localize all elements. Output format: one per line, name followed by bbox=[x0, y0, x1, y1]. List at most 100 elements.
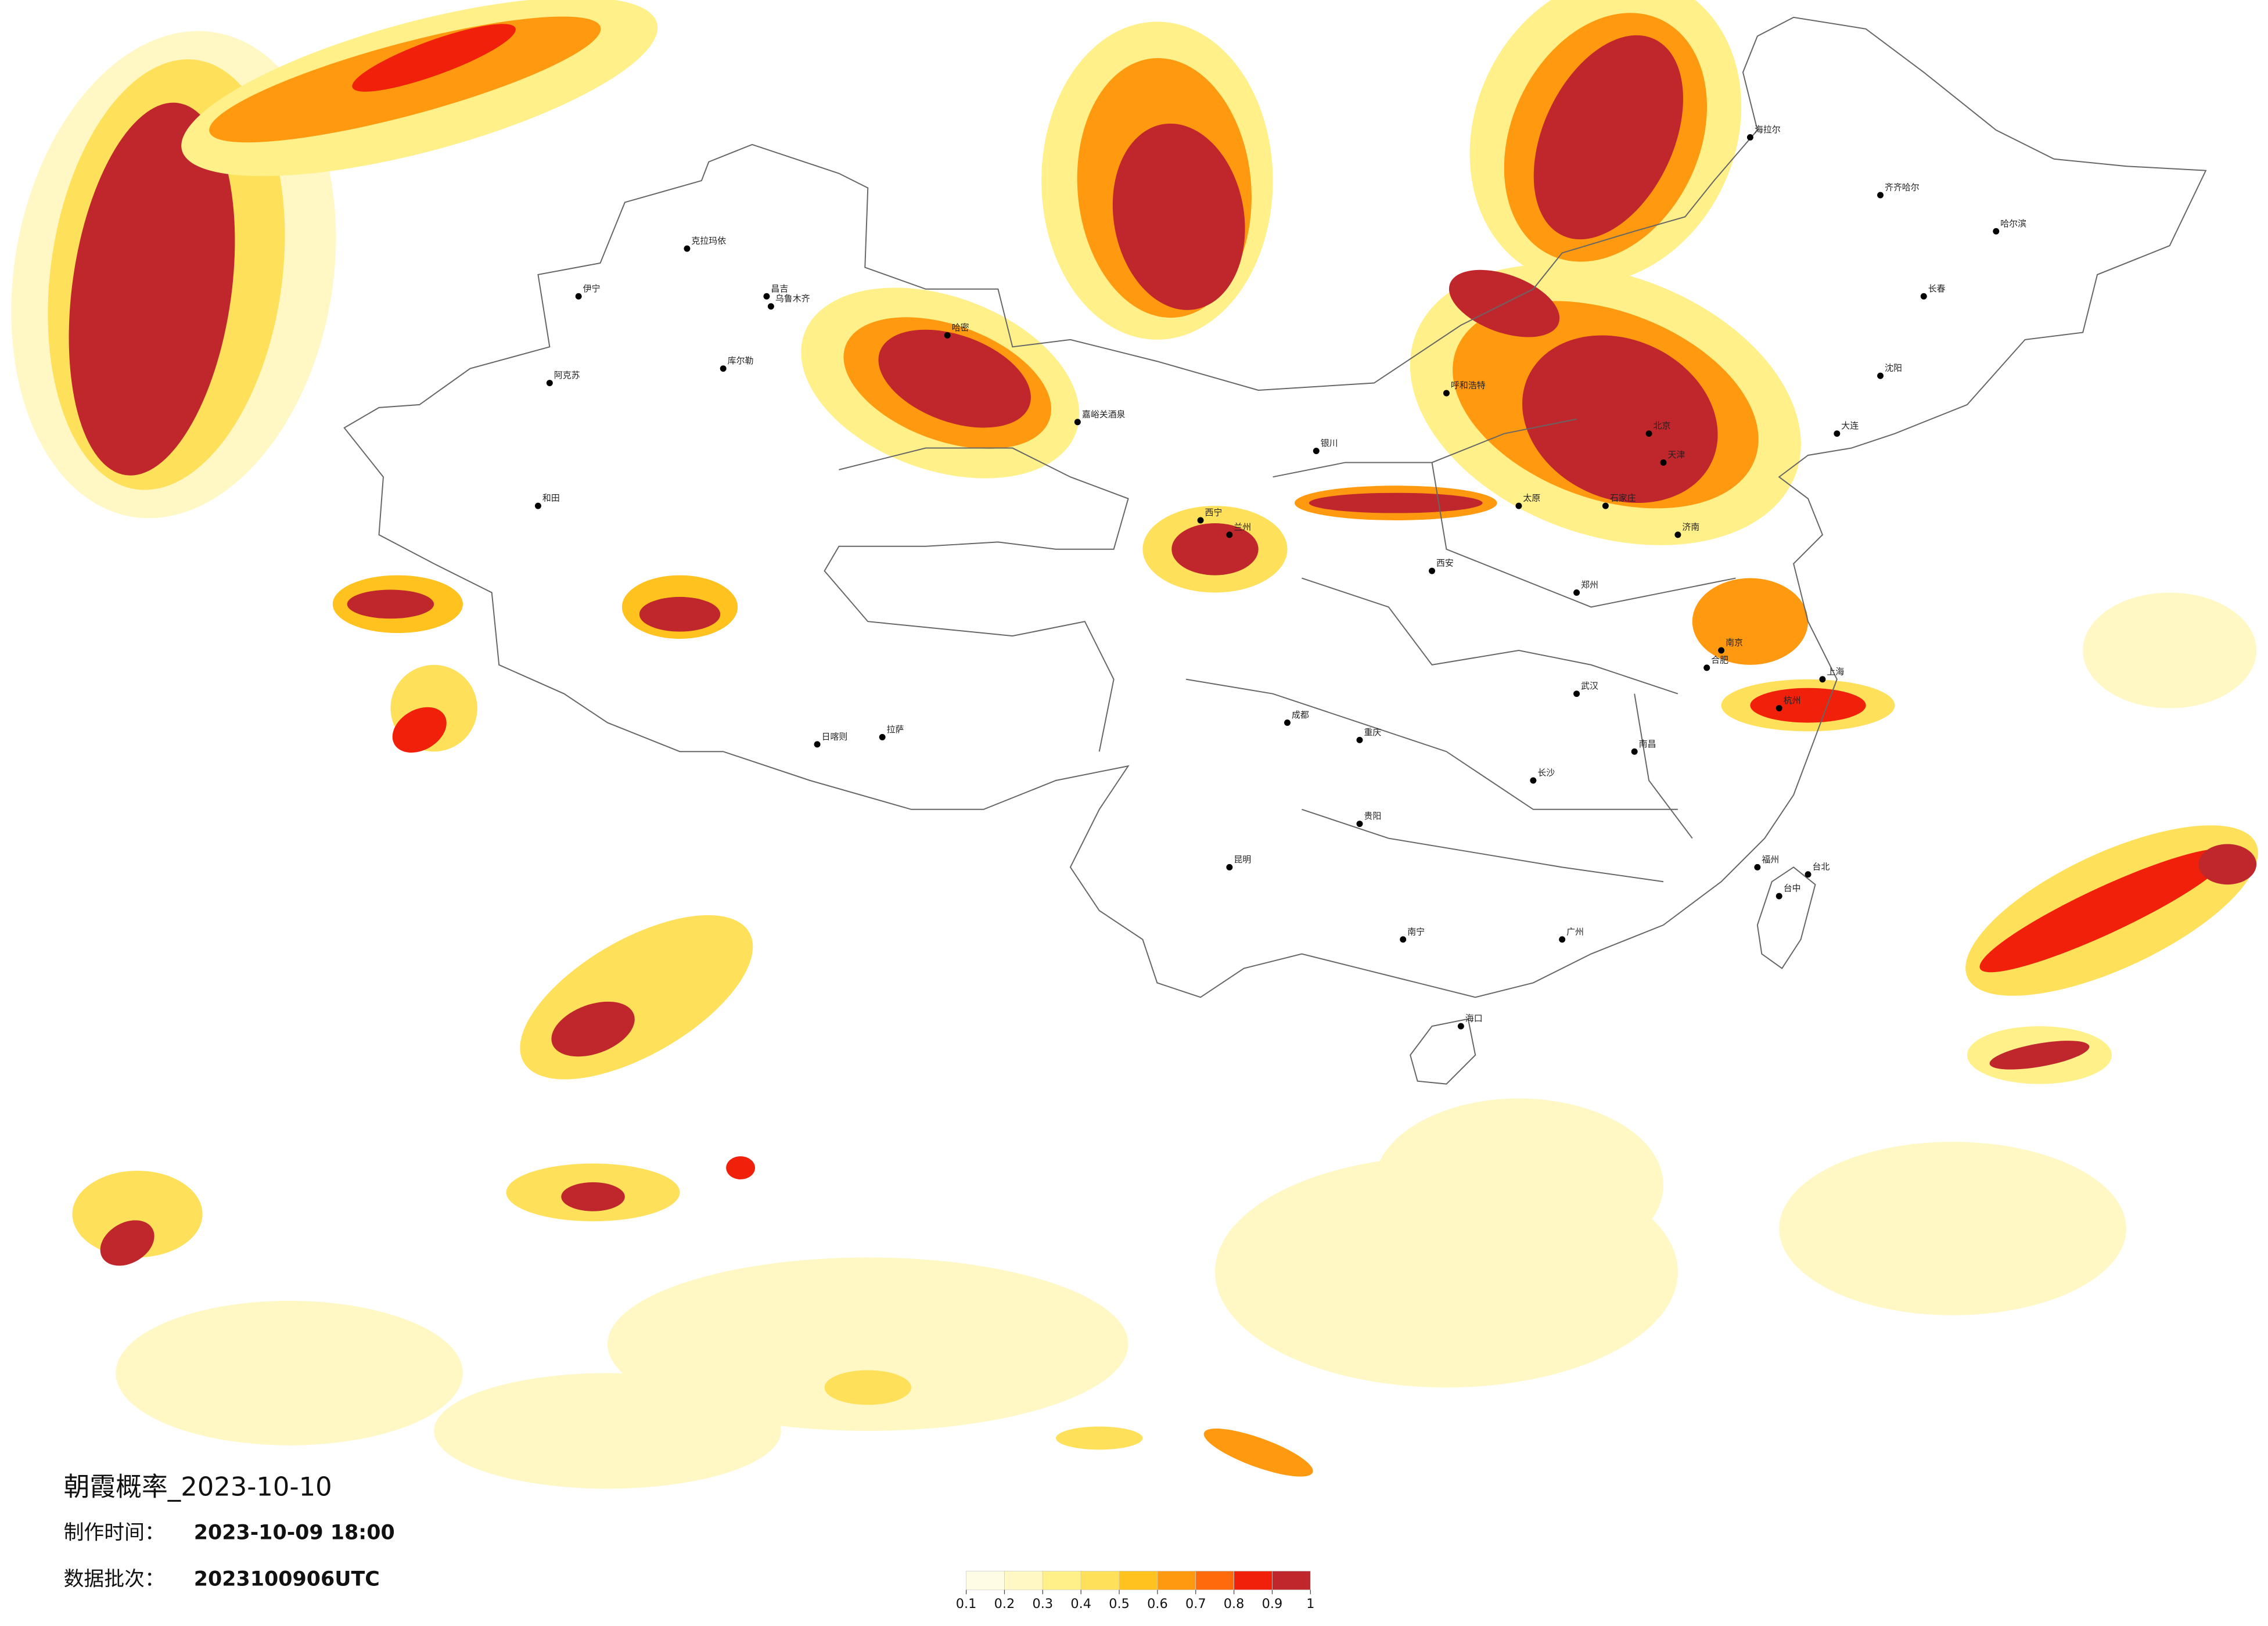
city-dot bbox=[534, 502, 541, 509]
city-label: 济南 bbox=[1682, 521, 1699, 532]
city-label: 哈密 bbox=[952, 322, 969, 333]
legend-tick-label: 0.7 bbox=[1185, 1596, 1206, 1611]
city-dot bbox=[1313, 448, 1320, 455]
city-label: 日喀则 bbox=[822, 731, 848, 742]
city-dot bbox=[767, 303, 774, 310]
made-time: 2023-10-09 18:00 bbox=[194, 1521, 395, 1545]
city-label: 太原 bbox=[1523, 493, 1540, 503]
probability-area bbox=[69, 102, 235, 476]
city-dot bbox=[879, 733, 886, 740]
legend-tick-label: 0.6 bbox=[1147, 1596, 1168, 1611]
probability-area bbox=[561, 1182, 625, 1211]
city-dot bbox=[1993, 228, 2000, 235]
city-label: 成都 bbox=[1292, 710, 1309, 720]
legend-tick-label: 0.9 bbox=[1262, 1596, 1283, 1611]
probability-area bbox=[1112, 123, 1245, 310]
city-label: 银川 bbox=[1321, 438, 1338, 448]
city-dot bbox=[546, 380, 553, 387]
probability-area bbox=[347, 589, 434, 619]
city-dot bbox=[1356, 736, 1363, 743]
city-label: 昆明 bbox=[1234, 854, 1251, 865]
city-label: 贵阳 bbox=[1364, 811, 1381, 821]
city-label: 西安 bbox=[1436, 558, 1454, 569]
city-dot bbox=[1226, 864, 1233, 870]
city-label: 南宁 bbox=[1407, 926, 1425, 937]
probability-area bbox=[1309, 492, 1483, 513]
probability-area bbox=[1750, 688, 1866, 723]
probability-area bbox=[639, 596, 721, 632]
city-label: 和田 bbox=[542, 493, 560, 503]
city-label: 海拉尔 bbox=[1755, 124, 1781, 135]
city-label: 广州 bbox=[1566, 926, 1584, 937]
probability-area bbox=[1779, 1142, 2126, 1315]
city-dot bbox=[684, 245, 691, 252]
city-label: 哈尔滨 bbox=[2000, 218, 2026, 229]
city-dot bbox=[1602, 502, 1609, 509]
city-label: 阿克苏 bbox=[554, 370, 580, 380]
legend-tick-label: 0.4 bbox=[1070, 1596, 1091, 1611]
probability-area bbox=[607, 1257, 1128, 1431]
probability-area bbox=[1533, 35, 1683, 240]
legend-swatch bbox=[1195, 1571, 1234, 1591]
city-dot bbox=[1718, 647, 1725, 654]
city-dot bbox=[1645, 430, 1652, 437]
city-dot bbox=[720, 365, 727, 372]
city-dot bbox=[1400, 936, 1407, 943]
probability-area bbox=[824, 1370, 911, 1405]
map-title: 朝霞概率_2023-10-10 bbox=[64, 1472, 332, 1502]
probability-area bbox=[434, 1373, 781, 1489]
probability-area bbox=[878, 329, 1031, 428]
city-dot bbox=[1356, 821, 1363, 828]
city-dot bbox=[1429, 567, 1436, 574]
legend-tick-label: 0.1 bbox=[956, 1596, 977, 1611]
legend: 0.1 0.2 0.3 0.4 0.5 0.6 0.7 0.8 0.9 1 bbox=[956, 1571, 1314, 1611]
probability-area bbox=[100, 1220, 154, 1266]
city-dot bbox=[575, 293, 582, 300]
probability-area bbox=[1989, 1041, 2090, 1070]
city-dot bbox=[1074, 419, 1081, 426]
city-dot bbox=[1457, 1023, 1464, 1030]
city-dot bbox=[1674, 531, 1681, 538]
city-dot bbox=[1284, 719, 1291, 726]
city-dot bbox=[1631, 748, 1638, 755]
legend-swatch bbox=[966, 1571, 1005, 1591]
probability-area bbox=[1374, 1098, 1663, 1272]
legend-tick-label: 0.8 bbox=[1224, 1596, 1245, 1611]
legend-swatch bbox=[1157, 1571, 1196, 1591]
city-label: 克拉玛依 bbox=[691, 236, 726, 246]
city-label: 大连 bbox=[1841, 420, 1859, 431]
city-label: 合肥 bbox=[1711, 654, 1728, 665]
city-label: 兰州 bbox=[1234, 521, 1251, 532]
probability-area bbox=[551, 1001, 635, 1057]
city-label: 海口 bbox=[1465, 1013, 1483, 1024]
legend-swatch bbox=[1119, 1571, 1158, 1591]
probability-area bbox=[2198, 844, 2257, 885]
probability-area bbox=[1979, 848, 2230, 973]
city-dot bbox=[1920, 293, 1927, 300]
city-dot bbox=[1834, 430, 1841, 437]
city-dot bbox=[1530, 777, 1537, 784]
legend-tick-label: 0.3 bbox=[1033, 1596, 1054, 1611]
batch-label: 数据批次： bbox=[64, 1567, 165, 1591]
city-dot bbox=[1515, 502, 1522, 509]
city-dot bbox=[944, 332, 951, 339]
city-label: 昌吉 bbox=[771, 283, 788, 294]
city-dot bbox=[1573, 589, 1580, 596]
city-label: 南昌 bbox=[1639, 739, 1656, 749]
city-label: 武汉 bbox=[1581, 681, 1598, 691]
probability-area bbox=[1056, 1426, 1143, 1450]
city-dot bbox=[1877, 372, 1884, 379]
probability-area bbox=[1522, 335, 1718, 503]
probability-area bbox=[1171, 523, 1259, 575]
city-label: 乌鲁木齐 bbox=[775, 293, 810, 304]
city-dot bbox=[1660, 459, 1667, 466]
legend-tick-label: 1 bbox=[1306, 1596, 1314, 1611]
city-dot bbox=[1877, 192, 1884, 199]
legend-swatch bbox=[1234, 1571, 1273, 1591]
city-dot bbox=[1746, 134, 1753, 141]
probability-area bbox=[116, 1301, 463, 1445]
legend-swatch bbox=[1042, 1571, 1081, 1591]
city-dot bbox=[1573, 690, 1580, 697]
city-label: 西宁 bbox=[1205, 508, 1223, 518]
